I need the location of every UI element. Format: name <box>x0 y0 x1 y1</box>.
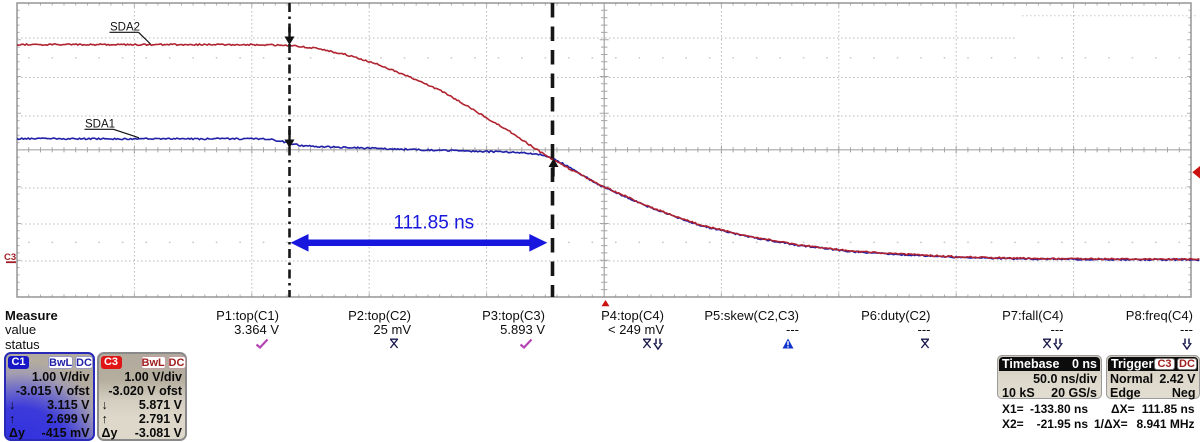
svg-text:C3: C3 <box>4 252 16 263</box>
svg-text:111.85 ns: 111.85 ns <box>394 213 475 234</box>
svg-text:SDA1: SDA1 <box>85 119 115 131</box>
svg-text:SDA2: SDA2 <box>110 22 140 34</box>
